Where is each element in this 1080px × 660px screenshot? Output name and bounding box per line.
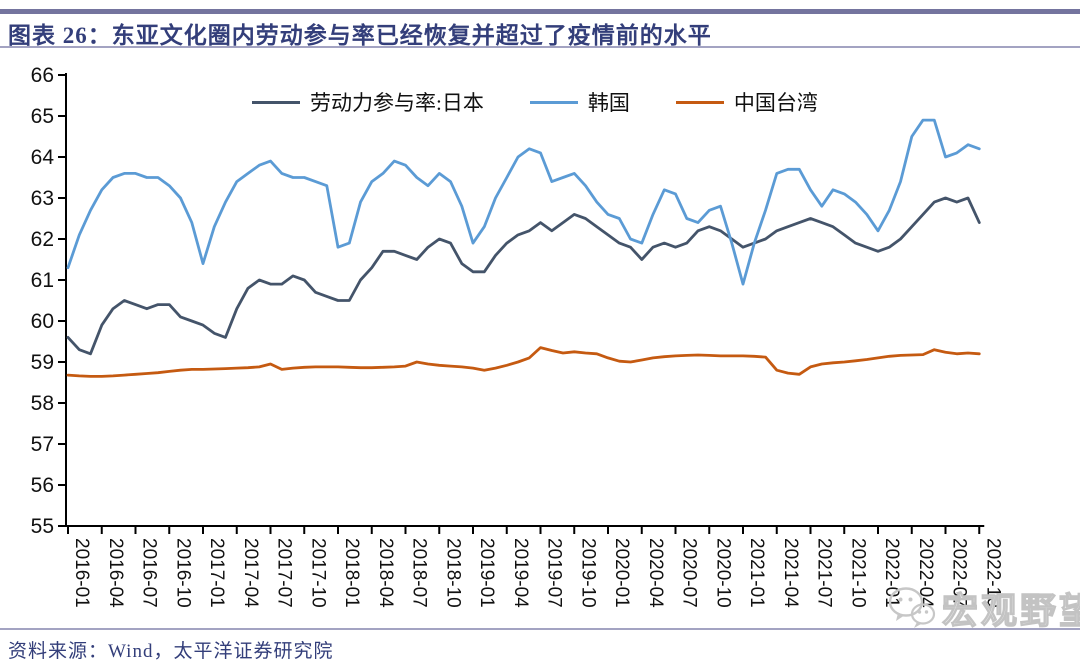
y-tick-label: 62 [31,228,54,251]
legend-item-japan: 劳动力参与率:日本 [252,87,484,117]
x-tick-label: 2022-01 [881,538,902,608]
title-divider [0,46,1080,48]
x-tick-label: 2018-10 [442,538,463,608]
header-top-bar [0,9,1080,14]
x-tick-label: 2016-01 [71,538,92,608]
y-tick-label: 61 [31,269,54,292]
legend-label-taiwan: 中国台湾 [733,91,818,115]
x-tick-label: 2022-07 [949,538,970,608]
x-tick-label: 2017-01 [206,538,227,608]
x-tick-label: 2016-10 [172,538,193,608]
x-tick-label: 2020-04 [645,538,666,608]
y-tick-label: 60 [31,310,54,333]
series-line-taiwan [66,346,981,378]
x-tick-label: 2018-01 [341,538,362,608]
y-tick-label: 56 [31,474,54,497]
x-tick-label: 2016-07 [139,538,160,608]
y-tick-label: 64 [31,146,55,169]
x-tick-label: 2018-07 [409,538,430,608]
x-tick-label: 2021-10 [847,538,868,608]
x-tick-label: 2017-10 [307,538,328,608]
x-tick-label: 2020-10 [712,538,733,608]
y-tick-label: 63 [31,187,54,210]
y-tick-label: 57 [31,433,54,456]
legend-item-taiwan: 中国台湾 [675,87,818,117]
source-note: 资料来源：Wind，太平洋证券研究院 [8,641,334,660]
series-line-korea [66,118,981,286]
x-tick-label: 2017-04 [240,538,261,608]
x-tick-label: 2019-07 [544,538,565,608]
x-tick-label: 2020-01 [611,538,632,608]
y-tick-label: 66 [31,64,54,87]
x-tick-label: 2020-07 [679,538,700,608]
legend-item-korea: 韩国 [529,87,630,117]
japan-line-swatch [252,100,300,104]
x-tick-label: 2018-04 [375,538,396,608]
legend-label-korea: 韩国 [587,91,630,115]
x-tick-label: 2021-04 [780,538,801,608]
x-tick-label: 2019-10 [577,538,598,608]
y-tick-label: 58 [31,392,54,415]
x-tick-label: 2019-01 [476,538,497,608]
x-tick-label: 2022-04 [915,538,936,608]
footer-divider [0,628,1080,630]
chart-legend: 劳动力参与率:日本 韩国 中国台湾 [252,87,818,117]
taiwan-line-swatch [675,100,724,104]
x-tick-label: 2021-01 [746,538,767,608]
series-line-japan [66,196,981,356]
y-tick-label: 65 [31,105,54,128]
legend-label-japan: 劳动力参与率:日本 [310,91,484,115]
x-tick-label: 2019-04 [510,538,531,608]
y-tick-label: 55 [31,515,54,538]
figure-title: 图表 26：东亚文化圈内劳动参与率已经恢复并超过了疫情前的水平 [8,23,712,48]
korea-line-swatch [529,100,578,104]
x-tick-label: 2022-10 [982,538,1003,608]
x-tick-label: 2017-07 [274,538,295,608]
x-tick-label: 2016-04 [105,538,126,608]
y-tick-label: 59 [31,351,54,374]
x-tick-label: 2021-07 [814,538,835,608]
